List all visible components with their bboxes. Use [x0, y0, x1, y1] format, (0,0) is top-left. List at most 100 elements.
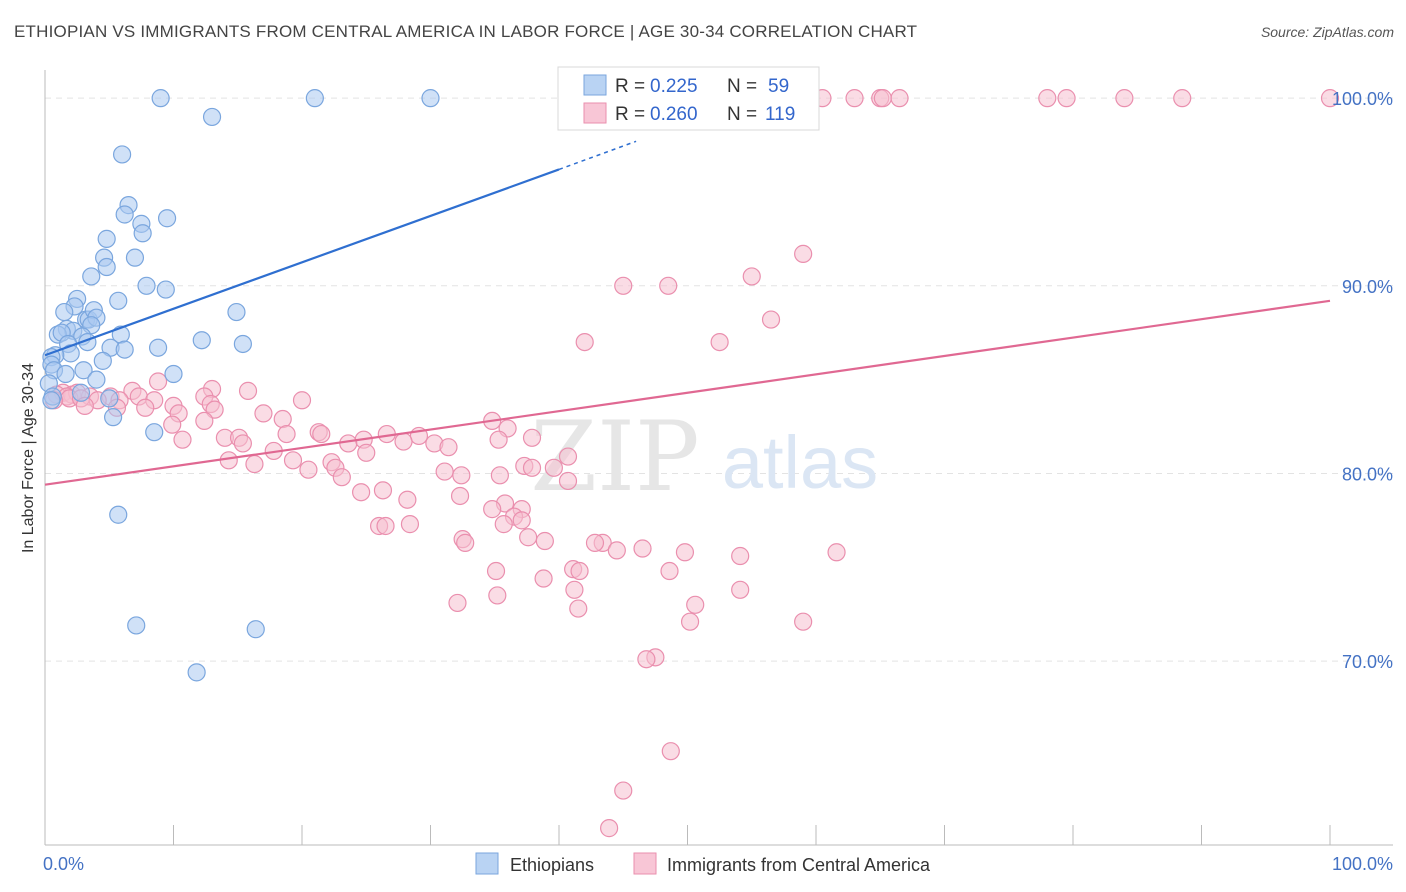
immigrants-point-101 — [535, 531, 554, 551]
ethiopians-point-57 — [109, 505, 128, 524]
immigrants-point-61 — [339, 434, 358, 453]
ethiopians-point-14 — [82, 267, 101, 286]
watermark-zip: ZIP — [530, 401, 699, 513]
immigrants-point-73 — [245, 454, 264, 474]
ethiopians-point-17 — [109, 291, 128, 310]
legend-r-label-2: R = — [615, 104, 645, 125]
immigrants-point-83 — [332, 468, 351, 487]
immigrants-point-38 — [292, 391, 312, 410]
immigrants-point-46 — [254, 404, 273, 423]
immigrants-point-125 — [614, 781, 633, 800]
legend-n-value-ethiopians: 59 — [768, 76, 789, 97]
immigrants-point-84 — [558, 471, 578, 491]
immigrants-point-116 — [686, 595, 705, 614]
immigrants-point-110 — [570, 561, 589, 581]
immigrants-point-62 — [394, 432, 413, 451]
immigrants-point-49 — [163, 415, 182, 434]
immigrants-point-93 — [512, 511, 531, 530]
x-tick-label-min: 0.0% — [43, 854, 84, 874]
x-tick-label-max: 100.0% — [1332, 854, 1393, 874]
legend-r-label-1: R = — [615, 76, 645, 97]
y-tick-labels: 100.0% 90.0% 80.0% 70.0% — [1332, 89, 1393, 672]
trendline-immigrants — [44, 299, 1331, 486]
immigrants-point-15 — [659, 276, 678, 295]
watermark-atlas: atlas — [722, 421, 878, 504]
immigrants-point-98 — [519, 528, 538, 547]
watermark: ZIP atlas — [530, 401, 878, 513]
ethiopians-point-37 — [148, 338, 168, 357]
immigrants-point-53 — [312, 424, 331, 444]
ethiopians-point-15 — [137, 276, 156, 295]
immigrants-point-55 — [277, 424, 296, 444]
bottom-legend: Ethiopians Immigrants from Central Ameri… — [475, 852, 931, 875]
immigrants-point-11 — [1320, 89, 1340, 108]
immigrants-point-81 — [490, 466, 509, 485]
immigrants-point-66 — [439, 438, 458, 457]
ethiopians-point-10 — [97, 229, 116, 248]
immigrants-point-80 — [435, 462, 454, 481]
immigrants-point-94 — [400, 515, 420, 534]
y-tick-label-1: 90.0% — [1342, 277, 1393, 297]
immigrants-point-42 — [136, 398, 155, 417]
immigrants-point-117 — [448, 593, 467, 613]
immigrants-point-103 — [585, 533, 605, 552]
immigrants-point-7 — [1038, 89, 1057, 108]
gridlines — [45, 97, 1393, 662]
ethiopians-point-33 — [192, 331, 211, 350]
ethiopians-point-53 — [100, 389, 119, 408]
ethiopians-point-36 — [233, 334, 252, 354]
y-tick-label-3: 70.0% — [1342, 652, 1393, 672]
immigrants-point-100 — [456, 533, 475, 552]
legend-r-value-ethiopians: 0.225 — [650, 76, 698, 97]
immigrants-point-115 — [731, 580, 750, 599]
immigrants-point-10 — [1173, 89, 1192, 108]
immigrants-point-5 — [873, 89, 892, 108]
immigrants-point-71 — [283, 451, 303, 470]
immigrants-point-104 — [607, 541, 626, 560]
immigrants-point-88 — [398, 490, 417, 509]
ethiopians-point-45 — [74, 361, 93, 380]
immigrants-point-107 — [827, 543, 846, 562]
trendline-ethiopians — [44, 168, 560, 357]
ethiopians-point-51 — [71, 383, 91, 402]
ethiopians-point-20 — [55, 302, 74, 322]
immigrants-point-87 — [450, 486, 470, 506]
immigrants-point-47 — [273, 409, 292, 429]
immigrants-point-108 — [731, 546, 750, 566]
legend-swatch-ethiopians — [583, 74, 607, 96]
chart-title: ETHIOPIAN VS IMMIGRANTS FROM CENTRAL AME… — [14, 22, 918, 41]
ethiopians-point-54 — [42, 391, 61, 410]
immigrants-point-96 — [376, 516, 395, 536]
ethiopians-point-39 — [115, 340, 134, 359]
ethiopians-point-48 — [164, 364, 183, 384]
ethiopians-point-7 — [157, 209, 177, 228]
immigrants-point-21 — [238, 381, 258, 400]
immigrants-point-79 — [299, 460, 318, 479]
ethiopians-point-12 — [125, 248, 145, 267]
immigrants-point-59 — [173, 430, 192, 449]
immigrants-point-123 — [637, 650, 656, 669]
immigrants-point-90 — [483, 500, 502, 519]
ethiopians-point-60 — [187, 663, 206, 682]
immigrants-point-68 — [357, 443, 376, 462]
trendline-ethiopians-extension — [558, 140, 637, 171]
immigrants-point-44 — [205, 400, 224, 419]
immigrants-point-78 — [522, 458, 542, 477]
y-axis-title: In Labor Force | Age 30-34 — [20, 363, 37, 553]
ethiopians-point-6 — [115, 205, 134, 224]
immigrants-point-64 — [489, 430, 508, 449]
legend-r-value-immigrants: 0.260 — [650, 104, 698, 125]
immigrants-point-9 — [1115, 89, 1134, 108]
trendlines — [44, 140, 1331, 486]
immigrants-point-97 — [494, 515, 513, 534]
legend-n-value-immigrants: 119 — [765, 104, 795, 125]
bottom-legend-label-immigrants: Immigrants from Central America — [667, 855, 931, 875]
ethiopians-point-4 — [112, 145, 132, 164]
immigrants-point-124 — [661, 742, 680, 761]
immigrants-point-18 — [710, 332, 729, 352]
ethiopians-point-55 — [104, 408, 123, 427]
y-tick-label-2: 80.0% — [1342, 464, 1393, 484]
ethiopians-point-2 — [421, 89, 440, 108]
chart-source: Source: ZipAtlas.com — [1260, 24, 1394, 40]
